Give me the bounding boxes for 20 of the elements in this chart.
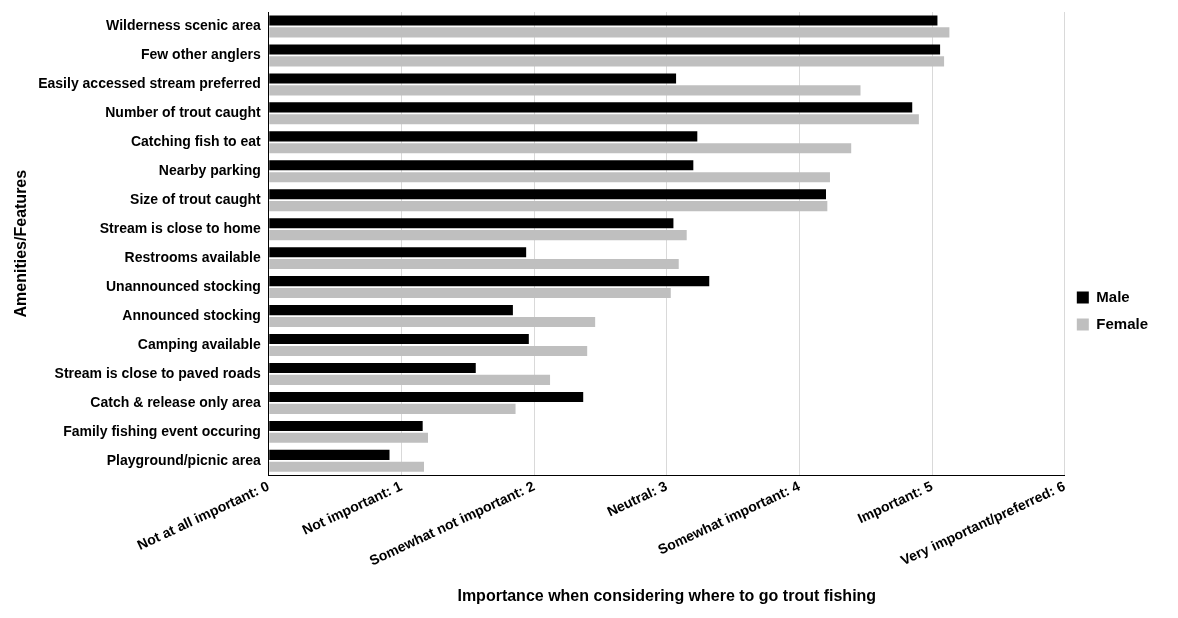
x-axis-title: Importance when considering where to go trout fishing [457, 586, 877, 604]
legend-label: Male [1096, 287, 1130, 305]
y-tick-label: Stream is close to paved roads [54, 364, 261, 381]
y-tick-label: Unannounced stocking [105, 277, 261, 294]
y-tick-label: Playground/picnic area [106, 451, 261, 468]
y-axis-title: Amenities/Features [12, 169, 30, 318]
y-tick-label: Stream is close to home [99, 220, 261, 237]
y-tick-label: Nearby parking [158, 162, 261, 179]
y-tick-label: Catch & release only area [90, 393, 261, 410]
y-tick-label: Size of trout caught [130, 191, 262, 208]
y-tick-label: Announced stocking [122, 306, 261, 323]
y-tick-label: Catching fish to eat [130, 133, 262, 150]
y-tick-label: Wilderness scenic area [106, 17, 261, 34]
legend-label: Female [1096, 314, 1149, 332]
y-tick-label: Easily accessed stream preferred [38, 75, 261, 92]
y-tick-label: Family fishing event occuring [63, 422, 261, 439]
y-tick-label: Camping available [137, 335, 261, 352]
y-tick-label: Few other anglers [140, 46, 261, 63]
y-tick-label: Restrooms available [124, 248, 261, 265]
y-tick-label: Number of trout caught [105, 104, 262, 121]
